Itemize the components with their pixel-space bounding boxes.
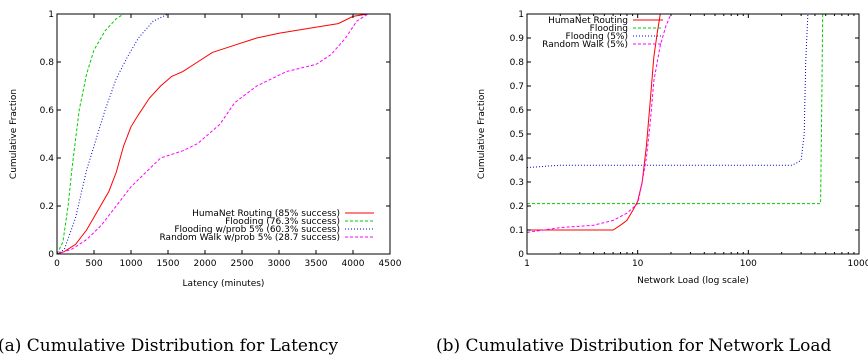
- x-tick-label: 4000: [342, 259, 365, 269]
- legend-label-2: Flooding (76.3% success): [225, 217, 340, 227]
- network-load-y-axis-label: Cumulative Fraction: [477, 89, 487, 179]
- network-load-chart: 1 10 100 100000.10.20.30.40.50.60.70.80.91 …: [477, 10, 868, 286]
- series-line-1: [527, 13, 661, 231]
- x-tick-label: 1500: [157, 259, 180, 269]
- y-tick-label: 0.8: [40, 58, 55, 68]
- legend-label-1: HumaNet Routing: [548, 16, 628, 26]
- legend-label-4: Random Walk w/prob 5% (28.7 success): [160, 233, 341, 243]
- y-tick-label: 0: [518, 250, 524, 260]
- legend-label-2: Flooding: [590, 24, 628, 34]
- y-tick-label: 0.1: [510, 226, 524, 236]
- series-line-3: [526, 13, 859, 169]
- latency-plot-area: [56, 13, 391, 255]
- x-tick-label: 3500: [305, 259, 328, 269]
- legend-label-3: Flooding w/prob 5% (60.3% success): [174, 225, 340, 235]
- series-line-4: [56, 13, 369, 255]
- y-tick-label: 0.6: [40, 106, 55, 116]
- legend-label-3: Flooding (5%): [566, 32, 628, 42]
- y-tick-label: 0.6: [510, 106, 525, 116]
- y-tick-label: 1: [48, 10, 54, 20]
- y-tick-label: 0.2: [40, 202, 54, 212]
- y-tick-label: 0.3: [510, 178, 524, 188]
- series-line-4: [526, 13, 672, 233]
- x-tick-label: 2500: [231, 259, 254, 269]
- x-tick-label: 2000: [194, 259, 217, 269]
- latency-y-axis-label: Cumulative Fraction: [9, 89, 19, 179]
- x-tick-label: 1000: [848, 259, 868, 269]
- latency-chart: 0 500 1000 1500 2000 2500 3000 3500 4000 4500 0 0.2…: [9, 10, 402, 289]
- x-tick-label: 500: [85, 259, 102, 269]
- x-tick-label: 3000: [268, 259, 291, 269]
- legend-label-4: Random Walk (5%): [542, 40, 628, 50]
- y-tick-label: 0.4: [510, 154, 525, 164]
- network-load-plot-area: [526, 13, 860, 255]
- caption-b: (b) Cumulative Distribution for Network …: [436, 336, 831, 356]
- x-tick-label: 10: [632, 259, 644, 269]
- x-tick-label: 4500: [379, 259, 402, 269]
- caption-a: (a) Cumulative Distribution for Latency: [0, 336, 338, 356]
- x-tick-label: 1000: [120, 259, 143, 269]
- y-tick-label: 0.4: [40, 154, 55, 164]
- x-tick-label: 100: [740, 259, 757, 269]
- latency-x-axis-label: Latency (minutes): [183, 279, 265, 289]
- y-tick-label: 0.7: [510, 82, 524, 92]
- network-load-x-axis-label: Network Load (log scale): [637, 276, 749, 286]
- series-line-3: [56, 13, 205, 255]
- x-tick-label: 0: [54, 259, 60, 269]
- y-tick-label: 0.5: [510, 130, 524, 140]
- latency-legend: HumaNet Routing (85% success)Flooding (7…: [160, 209, 374, 243]
- legend-label-1: HumaNet Routing (85% success): [192, 209, 340, 219]
- y-tick-label: 0.9: [510, 34, 525, 44]
- y-tick-label: 0.2: [510, 202, 524, 212]
- y-tick-label: 0.8: [510, 58, 525, 68]
- x-tick-label: 1: [524, 259, 530, 269]
- y-tick-label: 0: [48, 250, 54, 260]
- series-line-1: [56, 13, 368, 255]
- series-line-2: [56, 13, 191, 255]
- y-tick-label: 1: [518, 10, 524, 20]
